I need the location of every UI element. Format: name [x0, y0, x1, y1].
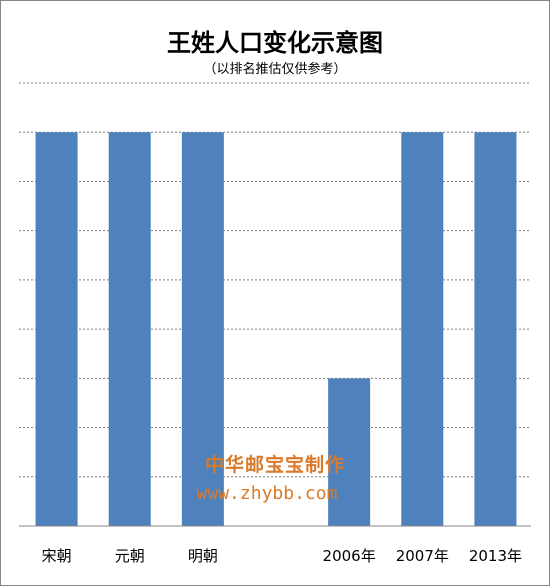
x-tick-label: 2007年 [396, 547, 449, 565]
category-labels: 宋朝 元朝 明朝 2006年 2007年 2013年 [42, 547, 522, 565]
watermark-text: 中华邮宝宝制作 [204, 454, 345, 476]
x-tick-label: 元朝 [115, 547, 145, 565]
x-tick-label: 明朝 [188, 547, 218, 565]
bar [181, 132, 224, 526]
chart-title: 王姓人口变化示意图 [167, 28, 383, 57]
gridlines [19, 82, 531, 478]
bar [35, 132, 78, 526]
x-tick-label: 2013年 [469, 547, 522, 565]
bar [328, 378, 371, 526]
bar-series [35, 132, 517, 526]
chart-subtitle: （以排名推估仅供参考） [203, 62, 347, 77]
bar [401, 132, 444, 526]
bar [474, 132, 517, 526]
bar [108, 132, 151, 526]
x-tick-label: 宋朝 [42, 547, 72, 565]
watermark-url: www.zhybb.com [196, 483, 338, 504]
x-tick-label: 2006年 [323, 547, 376, 565]
